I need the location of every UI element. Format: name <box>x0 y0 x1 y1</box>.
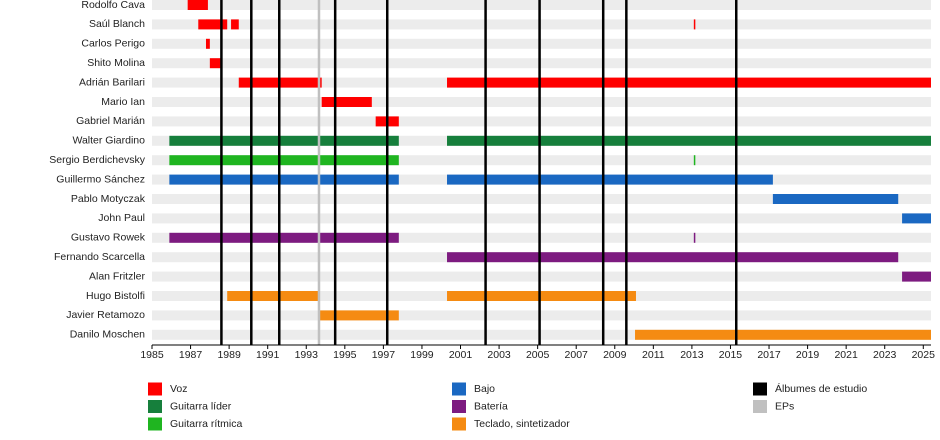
x-tick-label: 2001 <box>449 349 473 361</box>
legend-label: Batería <box>474 400 508 412</box>
row-band <box>152 271 931 282</box>
member-bar <box>319 310 399 321</box>
row-band <box>152 0 931 10</box>
member-bar <box>205 38 210 49</box>
legend-label: Álbumes de estudio <box>775 382 867 395</box>
x-tick-label: 2007 <box>565 349 589 361</box>
x-tick-label: 2019 <box>796 349 820 361</box>
x-tick-label: 2017 <box>757 349 781 361</box>
row-band <box>152 19 931 30</box>
x-tick-label: 1991 <box>256 349 280 361</box>
member-bar <box>169 135 399 146</box>
member-bar <box>447 252 899 263</box>
row-label: Shito Molina <box>87 57 145 69</box>
member-bar <box>231 19 239 30</box>
row-label: Adrián Barilari <box>79 76 145 88</box>
row-label: Gustavo Rowek <box>71 232 146 244</box>
row-band <box>152 310 931 321</box>
member-bar <box>198 19 228 30</box>
member-bar <box>169 174 399 185</box>
row-band <box>152 58 931 69</box>
legend-swatch <box>452 382 466 396</box>
x-tick-label: 2021 <box>834 349 858 361</box>
x-tick-label: 1985 <box>140 349 164 361</box>
x-tick-label: 2023 <box>873 349 897 361</box>
legend-swatch <box>753 382 767 396</box>
row-band <box>152 38 931 49</box>
x-tick-label: 2003 <box>487 349 511 361</box>
member-bar <box>209 58 221 69</box>
row-band <box>152 194 931 204</box>
x-tick-label: 1997 <box>372 349 396 361</box>
row-label: Sergio Berdichevsky <box>49 154 145 166</box>
row-band <box>152 232 931 243</box>
member-bar <box>902 271 931 282</box>
row-label: Danilo Moschen <box>70 329 145 341</box>
row-label: Walter Giardino <box>72 135 145 147</box>
member-bar <box>447 174 773 185</box>
x-tick-label: 1995 <box>333 349 357 361</box>
x-tick-label: 2005 <box>526 349 550 361</box>
member-bar <box>693 19 696 30</box>
x-tick-label: 2015 <box>719 349 743 361</box>
row-label: Carlos Perigo <box>81 38 145 50</box>
member-bar <box>227 291 320 301</box>
legend-label: Guitarra rítmica <box>170 418 243 430</box>
member-bar <box>772 194 899 204</box>
row-band <box>152 97 931 107</box>
row-band <box>152 155 931 166</box>
row-label: Saúl Blanch <box>89 18 145 30</box>
row-label: Hugo Bistolfi <box>86 290 145 302</box>
member-bar <box>902 213 931 224</box>
row-label: Mario Ian <box>101 96 145 108</box>
x-tick-label: 1987 <box>179 349 203 361</box>
row-band <box>152 116 931 127</box>
member-bar <box>693 232 696 243</box>
member-bar <box>447 135 931 146</box>
row-band <box>152 213 931 224</box>
member-bar <box>635 329 931 340</box>
legend-label: Bajo <box>474 383 495 395</box>
x-tick-label: 1993 <box>295 349 319 361</box>
row-label: Pablo Motyczak <box>71 193 146 205</box>
x-tick-label: 1989 <box>217 349 241 361</box>
legend-swatch <box>148 400 162 413</box>
row-label: Fernando Scarcella <box>54 251 145 263</box>
x-tick-label: 2025 <box>912 349 936 361</box>
x-tick-label: 2011 <box>642 349 665 361</box>
legend-swatch <box>452 400 466 413</box>
row-band <box>152 329 931 340</box>
row-label: Guillermo Sánchez <box>56 173 145 185</box>
member-bar <box>187 0 208 10</box>
legend-swatch <box>452 417 466 431</box>
member-bar <box>447 77 931 88</box>
legend-label: Teclado, sintetizador <box>474 418 570 430</box>
row-label: Rodolfo Cava <box>81 0 145 11</box>
member-bar <box>321 97 372 107</box>
member-bar <box>169 155 399 166</box>
x-tick-label: 2009 <box>603 349 627 361</box>
legend-swatch <box>148 417 162 431</box>
legend-label: Voz <box>170 383 188 395</box>
legend-label: EPs <box>775 400 794 412</box>
x-tick-label: 2013 <box>680 349 704 361</box>
row-label: Gabriel Marián <box>76 115 145 127</box>
row-label: Alan Fritzler <box>89 270 146 282</box>
member-bar <box>447 291 636 301</box>
member-bar <box>169 232 399 243</box>
legend-label: Guitarra líder <box>170 400 232 412</box>
row-label: Javier Retamozo <box>66 309 145 321</box>
legend-swatch <box>753 400 767 413</box>
member-bar <box>693 155 696 166</box>
legend-swatch <box>148 382 162 396</box>
x-tick-label: 1999 <box>410 349 434 361</box>
row-label: John Paul <box>98 212 145 224</box>
